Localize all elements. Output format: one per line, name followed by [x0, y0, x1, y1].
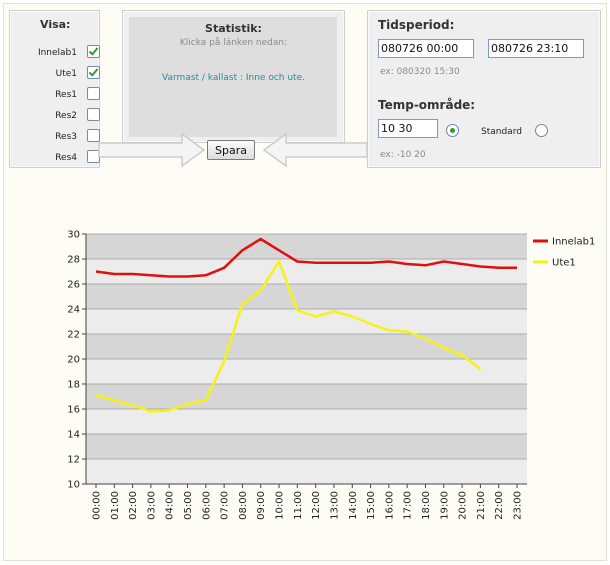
y-tick-label: 18: [67, 380, 80, 391]
x-tick-label: 14:00: [348, 491, 359, 520]
temp-title: Temp-område:: [378, 98, 476, 112]
x-tick-label: 01:00: [110, 491, 121, 520]
y-tick-label: 16: [67, 405, 80, 416]
temp-standard-radio[interactable]: [535, 124, 548, 137]
arrow-left-icon: [262, 132, 368, 168]
x-tick-label: 00:00: [92, 491, 103, 520]
arrow-right-icon: [98, 132, 206, 168]
checkbox-label: Innelab1: [37, 48, 77, 58]
x-tick-label: 06:00: [201, 491, 212, 520]
x-tick-label: 05:00: [183, 491, 194, 520]
statistik-subtitle: Klicka på länken nedan:: [179, 38, 288, 48]
checkbox-row-res3[interactable]: Res3: [18, 128, 100, 149]
checkbox-label: Res2: [55, 111, 77, 121]
plot-band: [86, 359, 527, 384]
x-tick-label: 09:00: [256, 491, 267, 520]
settings-panel: Tidsperiod: ex: 080320 15:30 Temp-område…: [367, 10, 601, 168]
plot-band: [86, 434, 527, 459]
legend-label: Innelab1: [552, 237, 595, 248]
y-tick-label: 30: [67, 230, 80, 241]
checkbox-label: Res1: [55, 90, 77, 100]
checkbox-label: Res4: [55, 153, 77, 163]
checkbox-res2[interactable]: [87, 108, 100, 121]
x-tick-label: 17:00: [403, 491, 414, 520]
statistik-title: Statistik:: [205, 22, 262, 35]
checkbox-label: Res3: [55, 132, 77, 142]
x-tick-label: 15:00: [366, 491, 377, 520]
checkbox-row-res1[interactable]: Res1: [18, 86, 100, 107]
y-tick-label: 14: [67, 430, 80, 441]
x-tick-label: 19:00: [439, 491, 450, 520]
visa-panel: Visa: Innelab1 Ute1 Res1 Res2 Res3 Res4: [9, 10, 100, 168]
tidsperiod-from-input[interactable]: [378, 39, 474, 58]
x-tick-label: 23:00: [513, 491, 524, 520]
y-tick-label: 24: [67, 305, 80, 316]
temp-hint: ex: -10 20: [380, 150, 426, 160]
x-tick-label: 10:00: [275, 491, 286, 520]
y-tick-label: 20: [67, 355, 80, 366]
statistik-box: [129, 17, 337, 137]
plot-band: [86, 284, 527, 309]
x-tick-label: 12:00: [311, 491, 322, 520]
x-tick-label: 13:00: [329, 491, 340, 520]
y-tick-label: 26: [67, 280, 80, 291]
x-tick-label: 03:00: [146, 491, 157, 520]
spara-button[interactable]: Spara: [207, 140, 255, 160]
x-tick-label: 20:00: [458, 491, 469, 520]
y-tick-label: 10: [67, 480, 80, 491]
tidsperiod-to-input[interactable]: [488, 39, 584, 58]
x-tick-label: 22:00: [494, 491, 505, 520]
x-tick-label: 08:00: [238, 491, 249, 520]
x-tick-label: 07:00: [220, 491, 231, 520]
standard-label: Standard: [481, 127, 522, 137]
tidsperiod-hint: ex: 080320 15:30: [380, 67, 460, 77]
y-tick-label: 12: [67, 455, 80, 466]
checkbox-row-innelab1[interactable]: Innelab1: [18, 44, 100, 65]
legend-label: Ute1: [552, 258, 576, 269]
checkbox-row-ute1[interactable]: Ute1: [18, 65, 100, 86]
x-tick-label: 02:00: [128, 491, 139, 520]
checkbox-res1[interactable]: [87, 87, 100, 100]
y-tick-label: 28: [67, 255, 80, 266]
plot-band: [86, 409, 527, 434]
checkbox-row-res2[interactable]: Res2: [18, 107, 100, 128]
temp-range-input[interactable]: [378, 119, 438, 138]
x-tick-label: 11:00: [293, 491, 304, 520]
plot-band: [86, 234, 527, 259]
x-tick-label: 18:00: [421, 491, 432, 520]
tidsperiod-title: Tidsperiod:: [378, 18, 455, 32]
plot-band: [86, 459, 527, 484]
checkbox-res3[interactable]: [87, 129, 100, 142]
temp-custom-radio[interactable]: [446, 124, 459, 137]
statistik-panel: Statistik: Klicka på länken nedan: Varma…: [122, 10, 345, 143]
plot-band: [86, 384, 527, 409]
x-tick-label: 21:00: [476, 491, 487, 520]
x-tick-label: 04:00: [165, 491, 176, 520]
visa-title: Visa:: [40, 18, 71, 31]
series-line-innelab1: [95, 237, 517, 278]
checkbox-label: Ute1: [55, 69, 77, 79]
statistik-link[interactable]: Varmast / kallast : Inne och ute.: [162, 73, 305, 83]
x-tick-label: 16:00: [384, 491, 395, 520]
checkbox-innelab1[interactable]: [87, 45, 100, 58]
y-tick-label: 22: [67, 330, 80, 341]
series-line-ute1: [95, 260, 482, 413]
plot-band: [86, 334, 527, 359]
checkbox-ute1[interactable]: [87, 66, 100, 79]
